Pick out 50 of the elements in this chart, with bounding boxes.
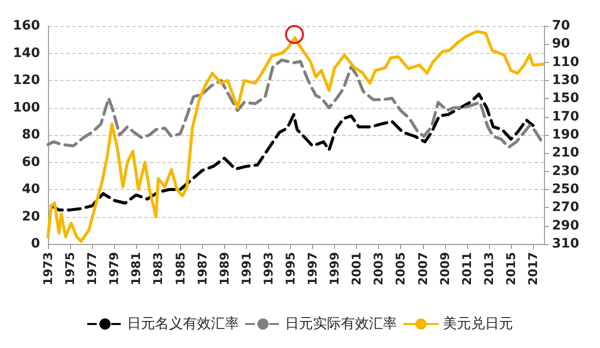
x-tick-label: 1999 [328, 252, 342, 286]
x-tick-label: 2003 [372, 252, 386, 286]
y2-tick-label: 90 [552, 36, 570, 52]
x-tick-label: 1991 [239, 252, 254, 286]
y-tick-label: 140 [12, 46, 40, 61]
x-tick-label: 1995 [283, 252, 298, 286]
y-tick-label: 0 [30, 236, 40, 252]
y2-tick-label: 150 [552, 91, 580, 106]
line-series [46, 58, 544, 149]
y-tick-label: 100 [12, 100, 40, 116]
x-tick-label: 2009 [438, 252, 452, 286]
x-tick-label: 2013 [482, 252, 496, 286]
x-tick-label: 2007 [416, 252, 430, 286]
y2-tick-label: 250 [552, 182, 580, 197]
x-tick-label: 1985 [173, 252, 188, 286]
x-tick-label: 1975 [63, 252, 78, 286]
line-series [50, 92, 534, 212]
y2-tick-label: 70 [552, 18, 570, 34]
x-tick-label: 1977 [85, 252, 100, 286]
y-tick-label: 80 [22, 128, 40, 142]
x-tick-label: 1981 [129, 252, 144, 286]
legend-label: 日元名义有效汇率 [127, 316, 239, 332]
x-tick-label: 1993 [261, 252, 276, 286]
y-tick-label: 20 [22, 209, 40, 224]
y-tick-label: 60 [22, 154, 40, 170]
y2-tick-label: 110 [552, 54, 580, 70]
x-tick-label: 2017 [526, 252, 540, 286]
y2-tick-label: 290 [552, 218, 580, 234]
legend-label: 美元兑日元 [443, 316, 513, 332]
y-tick-label: 160 [12, 18, 40, 34]
x-tick-label: 1979 [107, 252, 122, 286]
x-tick-label: 1983 [151, 252, 166, 286]
y2-tick-label: 170 [552, 109, 580, 124]
x-tick-label: 2005 [394, 252, 408, 286]
x-tick-label: 1989 [217, 252, 232, 286]
x-tick-label: 2015 [504, 252, 518, 286]
x-tick-label: 1987 [195, 252, 210, 286]
x-tick-label: 1973 [41, 252, 55, 286]
y2-tick-label: 130 [552, 73, 580, 88]
y-tick-label: 120 [12, 73, 40, 88]
y2-tick-label: 210 [552, 146, 580, 161]
y-tick-label: 40 [22, 182, 40, 197]
y2-tick-label: 230 [552, 164, 580, 179]
y2-tick-label: 190 [552, 128, 580, 142]
x-tick-label: 2001 [350, 252, 364, 286]
x-tick-label: 1997 [306, 252, 320, 286]
x-tick-label: 2011 [460, 252, 474, 286]
legend-label: 日元实际有效汇率 [285, 316, 397, 332]
y2-tick-label: 310 [552, 236, 580, 252]
y2-tick-label: 270 [552, 200, 580, 216]
